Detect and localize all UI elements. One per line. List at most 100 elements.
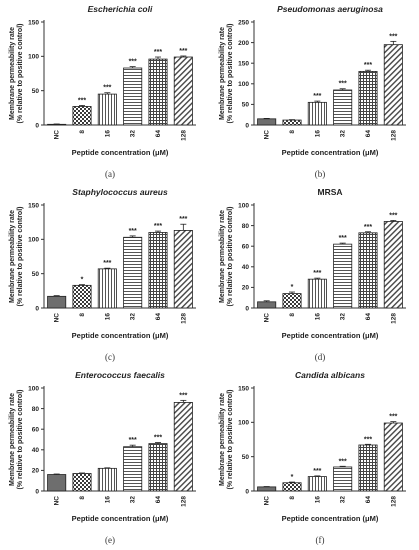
x-tick-label: 128 bbox=[390, 313, 397, 324]
significance-marker: *** bbox=[179, 48, 187, 55]
x-tick-label: 16 bbox=[314, 130, 321, 138]
x-tick-label: 32 bbox=[340, 313, 347, 321]
bar-32 bbox=[123, 446, 143, 492]
y-axis-label-line1: Membrane permeability rate bbox=[9, 210, 16, 303]
x-tick-label: 16 bbox=[104, 130, 111, 138]
x-tick-label: NC bbox=[264, 313, 271, 323]
chart-panel-d: MRSA Membrane permeability rate (% relativ… bbox=[219, 187, 406, 362]
bar-NC bbox=[257, 301, 277, 309]
y-tick-label: 150 bbox=[28, 202, 39, 209]
x-tick-label: 32 bbox=[130, 496, 137, 504]
x-tick-label: NC bbox=[54, 130, 61, 140]
y-tick-label: 50 bbox=[242, 102, 250, 109]
y-tick-label: 100 bbox=[28, 54, 39, 61]
bar-64 bbox=[358, 444, 378, 492]
x-tick-label: 8 bbox=[79, 130, 86, 134]
bar-64 bbox=[148, 232, 168, 309]
panel-label: (b) bbox=[315, 169, 326, 179]
x-axis-label: Peptide concentration (μM) bbox=[282, 331, 379, 340]
bar-NC bbox=[47, 123, 67, 126]
y-axis-label-line1: Membrane permeability rate bbox=[9, 393, 16, 486]
bar-32 bbox=[123, 236, 143, 309]
bar-NC bbox=[257, 118, 277, 126]
y-axis-label-line2: (% relative to positive control) bbox=[17, 24, 24, 124]
significance-marker: *** bbox=[364, 224, 372, 231]
y-tick-label: 100 bbox=[238, 420, 249, 427]
y-tick-label: 0 bbox=[35, 122, 39, 129]
x-tick-label: 8 bbox=[289, 496, 296, 500]
chart-title: Staphylococcus aureus bbox=[72, 187, 168, 197]
x-tick-label: 64 bbox=[365, 313, 372, 321]
y-tick-label: 60 bbox=[242, 244, 250, 251]
chart-panel-e: Enterococcus faecalis Membrane permeabili… bbox=[9, 370, 196, 545]
bar-64 bbox=[148, 58, 168, 126]
significance-marker: * bbox=[291, 474, 294, 481]
y-axis-label-line1: Membrane permeability rate bbox=[219, 393, 226, 486]
x-tick-label: 64 bbox=[155, 496, 162, 504]
x-axis-label: Peptide concentration (μM) bbox=[282, 148, 379, 157]
x-tick-label: 64 bbox=[155, 313, 162, 321]
x-axis-label: Peptide concentration (μM) bbox=[72, 331, 169, 340]
significance-marker: *** bbox=[154, 223, 162, 230]
x-tick-label: 128 bbox=[180, 313, 187, 324]
bar-8 bbox=[282, 482, 302, 492]
bar-16 bbox=[97, 467, 117, 492]
significance-marker: *** bbox=[154, 49, 162, 56]
x-tick-label: 8 bbox=[289, 313, 296, 317]
chart-title: Candida albicans bbox=[295, 370, 365, 380]
y-axis-label-line2: (% relative to positive control) bbox=[227, 390, 234, 490]
significance-marker: *** bbox=[313, 270, 321, 277]
significance-marker: *** bbox=[78, 97, 86, 104]
panel-label: (a) bbox=[105, 169, 115, 179]
y-tick-label: 0 bbox=[245, 305, 249, 312]
y-tick-label: 100 bbox=[28, 385, 39, 392]
y-axis-label-line2: (% relative to positive control) bbox=[17, 207, 24, 307]
bar-64 bbox=[358, 71, 378, 126]
x-axis-label: Peptide concentration (μM) bbox=[72, 514, 169, 523]
bar-8 bbox=[72, 473, 92, 492]
bar-128 bbox=[383, 422, 403, 492]
y-tick-label: 20 bbox=[242, 285, 250, 292]
bar-8 bbox=[72, 106, 92, 126]
bar-16 bbox=[307, 101, 327, 126]
y-tick-label: 100 bbox=[238, 202, 249, 209]
y-axis-label-line2: (% relative to positive control) bbox=[227, 207, 234, 307]
x-tick-label: 128 bbox=[180, 130, 187, 141]
y-tick-label: 150 bbox=[238, 61, 249, 68]
x-tick-label: NC bbox=[54, 313, 61, 323]
significance-marker: *** bbox=[129, 437, 137, 444]
significance-marker: *** bbox=[339, 235, 347, 242]
bar-128 bbox=[173, 230, 193, 309]
y-tick-label: 20 bbox=[32, 468, 40, 475]
chart-title: MRSA bbox=[317, 187, 342, 197]
y-tick-label: 80 bbox=[242, 223, 250, 230]
y-tick-label: 40 bbox=[32, 447, 40, 454]
bar-8 bbox=[72, 284, 92, 309]
x-tick-label: NC bbox=[264, 496, 271, 506]
x-tick-label: 8 bbox=[289, 130, 296, 134]
y-tick-label: 50 bbox=[32, 88, 40, 95]
y-axis-label-line1: Membrane permeability rate bbox=[219, 210, 226, 303]
bar-64 bbox=[358, 232, 378, 309]
bar-128 bbox=[173, 402, 193, 492]
x-axis-label: Peptide concentration (μM) bbox=[282, 514, 379, 523]
x-tick-label: 128 bbox=[390, 130, 397, 141]
y-axis-label-line2: (% relative to positive control) bbox=[227, 24, 234, 124]
significance-marker: *** bbox=[179, 392, 187, 399]
x-tick-label: 64 bbox=[365, 496, 372, 504]
panel-label: (e) bbox=[105, 535, 115, 545]
y-tick-label: 100 bbox=[238, 81, 249, 88]
significance-marker: *** bbox=[154, 435, 162, 442]
bar-16 bbox=[307, 278, 327, 309]
chart-panel-c: Staphylococcus aureus Membrane permeabili… bbox=[9, 187, 196, 362]
significance-marker: *** bbox=[389, 33, 397, 40]
significance-marker: *** bbox=[129, 59, 137, 66]
bar-128 bbox=[173, 56, 193, 126]
y-tick-label: 50 bbox=[32, 271, 40, 278]
bar-32 bbox=[333, 89, 353, 126]
y-tick-label: 150 bbox=[238, 385, 249, 392]
x-tick-label: 16 bbox=[104, 496, 111, 504]
x-axis-label: Peptide concentration (μM) bbox=[72, 148, 169, 157]
bar-64 bbox=[148, 443, 168, 492]
y-tick-label: 200 bbox=[238, 40, 249, 47]
